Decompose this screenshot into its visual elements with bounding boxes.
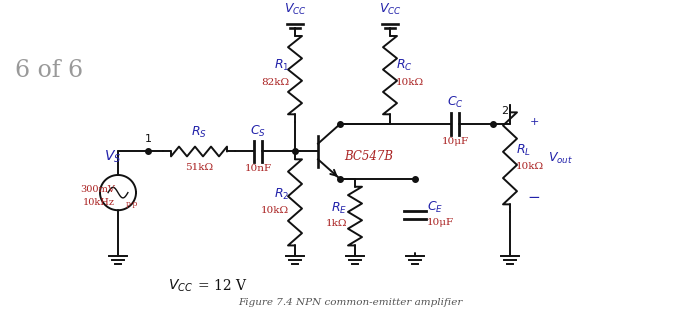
Text: 10μF: 10μF: [427, 218, 454, 228]
Text: 10kHz: 10kHz: [83, 198, 115, 207]
Text: = 12 V: = 12 V: [198, 279, 246, 293]
Text: $R_2$: $R_2$: [274, 187, 289, 202]
Text: 10kΩ: 10kΩ: [396, 79, 424, 87]
Text: 51kΩ: 51kΩ: [185, 163, 213, 172]
Text: $R_S$: $R_S$: [191, 125, 207, 140]
Text: $R_1$: $R_1$: [274, 58, 289, 73]
Text: $V_{out}$: $V_{out}$: [548, 151, 573, 166]
Text: $C_E$: $C_E$: [427, 200, 443, 215]
Text: $V_S$: $V_S$: [104, 149, 122, 165]
Text: −: −: [528, 190, 540, 205]
Text: $R_L$: $R_L$: [516, 143, 531, 158]
Text: $V_{CC}$: $V_{CC}$: [379, 2, 401, 18]
Text: 1: 1: [144, 134, 151, 144]
Text: 300mV: 300mV: [80, 185, 115, 194]
Text: Figure 7.4 NPN common-emitter amplifier: Figure 7.4 NPN common-emitter amplifier: [238, 298, 462, 307]
Text: 82kΩ: 82kΩ: [261, 79, 289, 87]
Text: p-p: p-p: [126, 200, 139, 208]
Text: 10μF: 10μF: [442, 137, 468, 146]
Text: $C_C$: $C_C$: [447, 95, 463, 110]
Text: 2: 2: [501, 106, 508, 116]
Text: $R_E$: $R_E$: [331, 201, 347, 216]
Text: 10kΩ: 10kΩ: [261, 206, 289, 215]
Text: +: +: [529, 117, 539, 127]
Text: $V_{CC}$: $V_{CC}$: [168, 277, 193, 294]
Text: $C_S$: $C_S$: [250, 124, 266, 139]
Text: 10nF: 10nF: [244, 164, 272, 173]
Text: $V_{CC}$: $V_{CC}$: [284, 2, 307, 18]
Text: BC547B: BC547B: [344, 150, 393, 163]
Text: 10kΩ: 10kΩ: [516, 162, 544, 171]
Text: 6 of 6: 6 of 6: [15, 59, 83, 82]
Text: $R_C$: $R_C$: [396, 58, 413, 73]
Text: 1kΩ: 1kΩ: [326, 219, 347, 228]
